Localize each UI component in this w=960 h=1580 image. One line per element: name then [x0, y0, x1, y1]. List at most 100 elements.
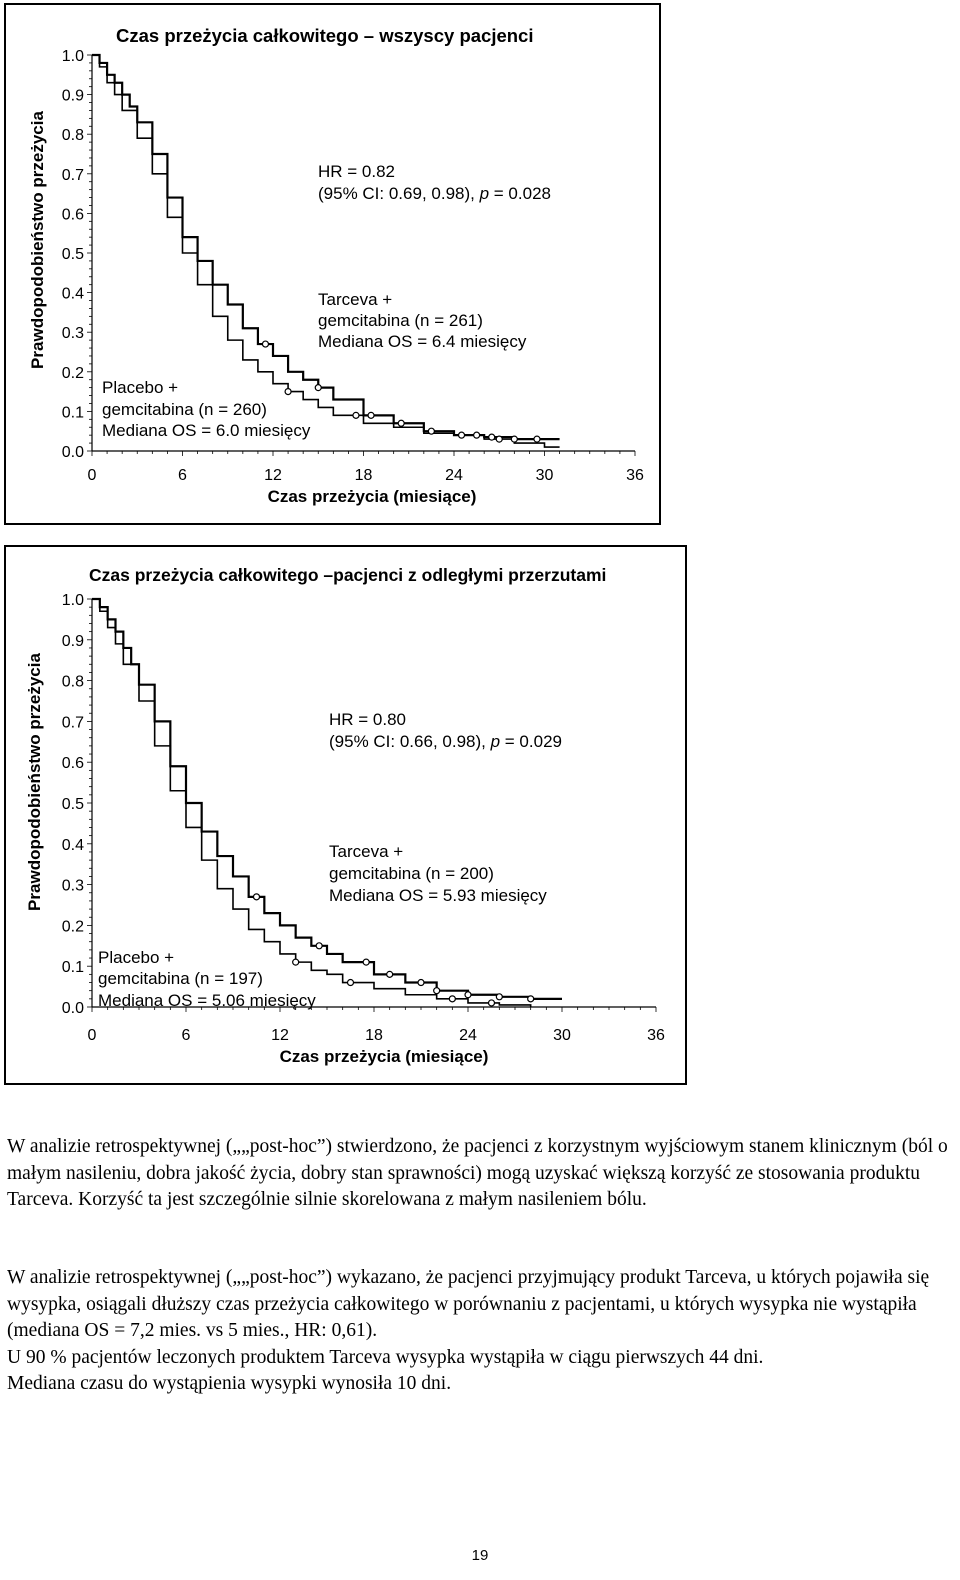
censor-mark — [533, 435, 541, 443]
censor-mark — [352, 411, 360, 419]
chart-panel-all-patients: Czas przeżycia całkowitego – wszyscy pac… — [4, 3, 661, 525]
y-tick-label: 0.8 — [62, 127, 84, 144]
placebo-line3: Mediana OS = 6.0 miesięcy — [102, 421, 311, 440]
page-number: 19 — [471, 1547, 489, 1564]
chart-title: Czas przeżycia całkowitego –pacjenci z o… — [89, 565, 606, 585]
y-tick-label: 0.0 — [62, 1000, 84, 1017]
censor-mark — [367, 411, 375, 419]
y-tick-label: 0.9 — [62, 88, 84, 105]
censor-mark — [252, 893, 261, 901]
censor-mark — [397, 419, 405, 427]
censor-mark — [284, 388, 292, 396]
censor-mark — [457, 431, 466, 439]
y-tick-label: 0.4 — [62, 837, 84, 854]
survival-curves — [92, 597, 562, 1007]
ci-prefix: (95% CI: 0.69, 0.98), — [318, 184, 480, 203]
y-tick-label: 0.2 — [62, 365, 84, 382]
ci-text: (95% CI: 0.69, 0.98), p = 0.028 — [318, 184, 551, 203]
paragraph-line-3: Mediana czasu do wystąpienia wysypki wyn… — [7, 1373, 452, 1394]
censor-mark — [427, 427, 435, 435]
placebo-legend: Placebo + gemcitabina (n = 260) Mediana … — [102, 378, 311, 440]
censor-mark — [315, 942, 323, 950]
stats-annotation: HR = 0.80 (95% CI: 0.66, 0.98), p = 0.02… — [329, 710, 562, 751]
censor-mark — [487, 999, 496, 1007]
censor-mark — [362, 958, 370, 966]
km-chart-metastatic: Czas przeżycia całkowitego –pacjenci z o… — [25, 565, 665, 1066]
x-tick-label: 6 — [182, 1027, 191, 1044]
y-tick-label: 0.3 — [62, 325, 84, 342]
censor-mark — [346, 978, 355, 987]
censor-marks — [252, 893, 535, 1007]
y-axis-label: Prawdopodobieństwo przeżycia — [28, 111, 47, 369]
placebo-line1: Placebo + — [98, 948, 174, 967]
ci-text: (95% CI: 0.66, 0.98), p = 0.029 — [329, 732, 562, 751]
censor-mark — [448, 995, 456, 1003]
placebo-line2: gemcitabina (n = 260) — [102, 400, 267, 419]
x-tick-label: 30 — [536, 467, 554, 484]
censor-mark — [417, 978, 425, 987]
placebo-curve — [92, 54, 560, 448]
tarceva-line2: gemcitabina (n = 261) — [318, 311, 483, 330]
survival-curves — [92, 53, 560, 448]
tarceva-line3: Mediana OS = 6.4 miesięcy — [318, 332, 527, 351]
censor-marks — [261, 340, 541, 443]
x-tick-label: 12 — [271, 1027, 289, 1044]
censor-mark — [386, 970, 394, 978]
p-symbol: p — [479, 184, 489, 203]
chart-panel-metastatic: Czas przeżycia całkowitego –pacjenci z o… — [4, 545, 687, 1085]
placebo-line2: gemcitabina (n = 197) — [98, 969, 263, 988]
y-tick-label: 0.2 — [62, 918, 84, 935]
y-tick-label: 0.8 — [62, 674, 84, 691]
placebo-legend: Placebo + gemcitabina (n = 197) Mediana … — [98, 948, 316, 1010]
paragraph-text: W analizie retrospektywnej („„post-hoc”)… — [7, 1136, 948, 1210]
x-tick-label: 18 — [355, 467, 373, 484]
censor-mark — [261, 340, 270, 348]
y-tick-label: 0.1 — [62, 404, 84, 421]
censor-mark — [433, 987, 441, 995]
x-tick-label: 30 — [553, 1027, 571, 1044]
hr-text: HR = 0.82 — [318, 162, 395, 181]
tarceva-line1: Tarceva + — [318, 290, 392, 309]
x-tick-label: 18 — [365, 1027, 383, 1044]
y-tick-label: 0.3 — [62, 878, 84, 895]
stats-annotation: HR = 0.82 (95% CI: 0.69, 0.98), p = 0.02… — [318, 162, 551, 203]
paragraph-post-hoc-rash: W analizie retrospektywnej („„post-hoc”)… — [7, 1265, 957, 1398]
axes: 0.0 0.1 0.2 0.3 0.4 0.5 0.6 0.7 0.8 0.9 1.0 0 6 12 18 2… — [62, 592, 665, 1044]
x-axis-label: Czas przeżycia (miesiące) — [280, 1047, 489, 1066]
x-tick-label: 6 — [178, 467, 187, 484]
chart-title: Czas przeżycia całkowitego – wszyscy pac… — [116, 25, 533, 46]
censor-mark — [495, 435, 503, 443]
censor-mark — [473, 431, 481, 439]
censor-mark — [488, 433, 496, 441]
y-tick-label: 0.5 — [62, 246, 84, 263]
x-tick-label: 0 — [88, 1027, 97, 1044]
y-tick-label: 0.7 — [62, 167, 84, 184]
paragraph-line-2: U 90 % pacjentów leczonych produktem Tar… — [7, 1346, 764, 1368]
tarceva-legend: Tarceva + gemcitabina (n = 200) Mediana … — [329, 842, 547, 905]
x-tick-label: 36 — [626, 467, 644, 484]
paragraph-line-1: W analizie retrospektywnej („„post-hoc”)… — [7, 1267, 930, 1341]
y-tick-label: 1.0 — [62, 48, 84, 65]
p-value: = 0.028 — [489, 184, 551, 203]
y-tick-label: 0.1 — [62, 959, 84, 976]
km-chart-all-patients: Czas przeżycia całkowitego – wszyscy pac… — [28, 25, 644, 506]
censor-mark — [292, 958, 300, 966]
axes: 0.0 0.1 0.2 0.3 0.4 0.5 0.6 0.7 0.8 0.9 1.0 0 6 12 18 2… — [62, 48, 644, 484]
x-axis-label: Czas przeżycia (miesiące) — [268, 487, 477, 506]
y-tick-label: 0.9 — [62, 633, 84, 650]
tarceva-legend: Tarceva + gemcitabina (n = 261) Mediana … — [318, 290, 527, 351]
placebo-curve — [92, 598, 532, 1007]
y-tick-label: 0.6 — [62, 755, 84, 772]
y-tick-label: 1.0 — [62, 592, 84, 609]
y-axis-label: Prawdopodobieństwo przeżycia — [25, 653, 44, 911]
censor-mark — [314, 384, 322, 392]
paragraph-post-hoc-performance: W analizie retrospektywnej („„post-hoc”)… — [7, 1134, 957, 1214]
x-tick-label: 0 — [88, 467, 97, 484]
x-tick-label: 24 — [459, 1027, 477, 1044]
x-tick-label: 36 — [647, 1027, 665, 1044]
x-tick-label: 24 — [445, 467, 463, 484]
tarceva-line2: gemcitabina (n = 200) — [329, 864, 494, 883]
tarceva-line1: Tarceva + — [329, 842, 403, 861]
censor-mark — [464, 991, 472, 999]
censor-mark — [495, 993, 503, 1001]
